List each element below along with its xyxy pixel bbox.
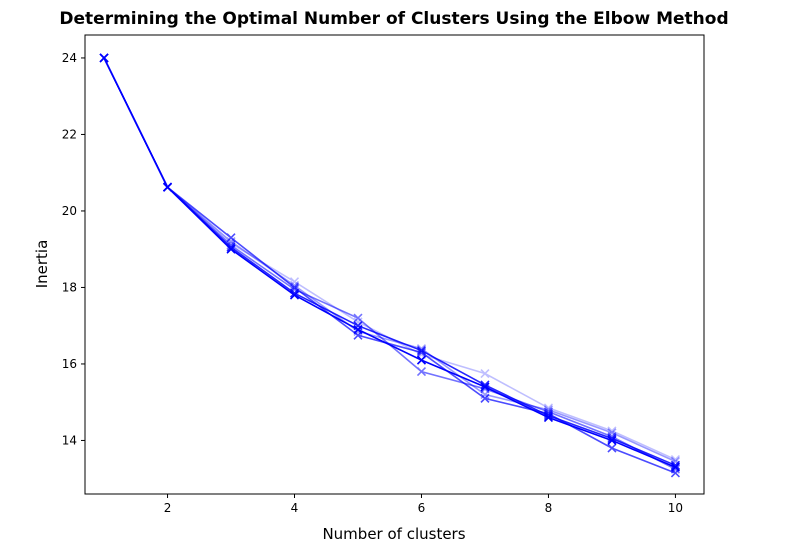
data-point (670, 460, 680, 470)
series-4 (99, 53, 680, 474)
data-point (416, 355, 427, 365)
data-point (99, 53, 109, 63)
plot-frame (84, 34, 705, 495)
series-1 (99, 53, 680, 472)
x-tick-label: 8 (545, 501, 553, 515)
x-tick-label: 10 (668, 501, 683, 515)
series-6 (99, 53, 680, 465)
y-tick-label: 24 (62, 51, 77, 65)
x-tick-label: 6 (418, 501, 426, 515)
data-point (226, 240, 236, 250)
y-axis-label: Inertia (33, 240, 51, 289)
data-point (353, 324, 363, 335)
y-tick-label: 20 (62, 204, 77, 218)
y-tick-label: 22 (62, 127, 77, 141)
series-layer (99, 53, 680, 478)
series-3 (99, 53, 680, 478)
series-line (103, 57, 676, 468)
data-point (480, 393, 490, 403)
data-point (416, 345, 427, 356)
data-point (162, 182, 173, 192)
data-point (480, 382, 490, 392)
data-point (607, 435, 617, 446)
data-point (670, 462, 680, 472)
y-tick-label: 14 (62, 433, 77, 447)
x-axis: 2 4 6 8 10 (164, 494, 683, 515)
data-point (353, 313, 363, 323)
x-tick-label: 4 (291, 501, 299, 515)
chart-title: Determining the Optimal Number of Cluste… (59, 9, 728, 29)
data-point (226, 242, 236, 252)
data-point (607, 443, 617, 453)
y-tick-label: 18 (62, 280, 77, 294)
data-point (543, 412, 554, 423)
series-line (103, 57, 676, 463)
y-tick-label: 16 (62, 357, 77, 371)
x-tick-label: 2 (164, 501, 172, 515)
series-line (103, 57, 676, 467)
y-axis: 14 16 18 20 22 24 (62, 51, 85, 447)
data-point (226, 244, 236, 254)
series-2 (99, 53, 680, 470)
data-point (416, 367, 427, 377)
x-axis-label: Number of clusters (322, 525, 465, 543)
series-line (103, 57, 676, 474)
data-point (226, 233, 236, 243)
series-5 (99, 53, 680, 467)
data-point (480, 368, 490, 379)
series-line (103, 57, 676, 470)
series-line (103, 57, 676, 461)
data-point (289, 290, 300, 300)
